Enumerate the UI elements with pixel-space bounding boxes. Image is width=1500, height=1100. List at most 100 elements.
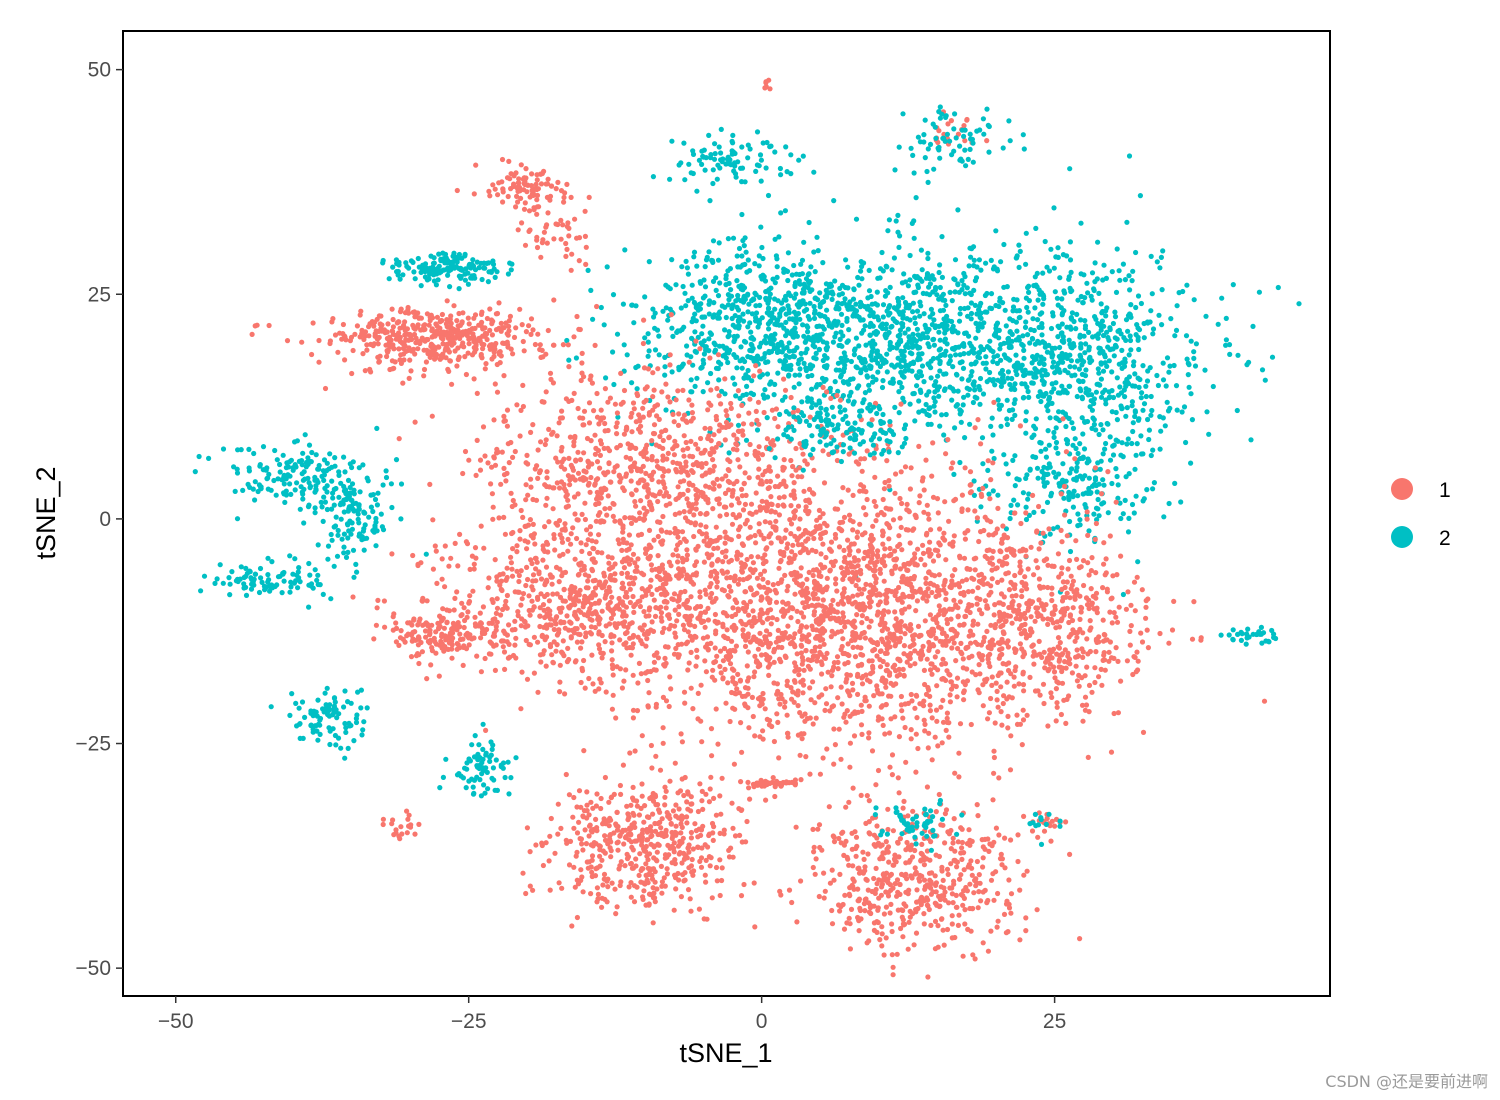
data-point-series-1 [1138,630,1144,636]
data-point-series-2 [1005,336,1011,342]
data-point-series-1 [758,505,764,511]
data-point-series-1 [927,539,933,545]
data-point-series-1 [740,632,746,638]
data-point-series-1 [801,731,807,737]
data-point-series-2 [692,311,698,317]
data-point-series-1 [1012,572,1018,579]
data-point-series-1 [908,691,914,698]
data-point-series-2 [704,254,710,260]
data-point-series-2 [977,401,983,407]
data-point-series-1 [528,429,534,435]
data-point-series-2 [1089,270,1096,276]
data-point-series-1 [959,651,965,657]
data-point-series-1 [859,620,865,626]
data-point-series-1 [722,437,728,443]
data-point-series-1 [952,770,958,776]
data-point-series-2 [610,292,617,298]
data-point-series-2 [1129,278,1135,284]
data-point-series-1 [824,389,830,395]
data-point-series-1 [742,643,749,650]
data-point-series-1 [746,725,752,731]
data-point-series-2 [763,333,769,339]
data-point-series-2 [1127,337,1134,344]
data-point-series-1 [854,534,860,541]
data-point-series-2 [823,281,830,287]
data-point-series-1 [517,528,523,534]
data-point-series-2 [810,446,816,452]
data-point-series-1 [940,697,946,704]
data-point-series-2 [1162,423,1168,429]
data-point-series-1 [738,552,744,558]
data-point-series-2 [656,333,662,339]
data-point-series-2 [1160,360,1166,366]
data-point-series-1 [833,535,839,541]
data-point-series-1 [902,464,909,470]
data-point-series-1 [854,612,860,618]
data-point-series-1 [934,620,940,626]
data-point-series-2 [1173,383,1180,389]
data-point-series-1 [1046,526,1052,532]
data-point-series-1 [816,694,822,700]
data-point-series-2 [1188,460,1194,466]
data-point-series-1 [817,620,824,626]
data-point-series-2 [1075,493,1081,499]
data-point-series-2 [872,357,879,363]
data-point-series-2 [1024,304,1030,311]
data-point-series-1 [829,704,835,710]
data-point-series-2 [801,290,807,296]
data-point-series-1 [763,797,769,803]
data-point-series-2 [700,389,706,395]
data-point-series-1 [816,569,822,575]
data-point-series-1 [1085,754,1091,761]
data-point-series-1 [957,553,963,559]
data-point-series-1 [716,483,722,489]
data-point-series-1 [930,616,936,622]
data-point-series-2 [914,308,921,314]
data-point-series-2 [983,354,989,360]
data-point-series-1 [927,612,934,618]
data-point-series-1 [975,417,981,423]
data-point-series-2 [1159,322,1165,328]
data-point-series-1 [850,785,856,791]
data-point-series-1 [754,417,760,423]
data-point-series-1 [771,649,777,655]
data-point-series-2 [895,212,901,218]
data-point-series-2 [844,315,850,322]
data-point-series-1 [889,568,895,574]
data-point-series-1 [723,504,729,510]
data-point-series-1 [859,681,866,687]
data-point-series-2 [793,291,799,297]
data-point-series-2 [1034,465,1041,471]
data-point-series-1 [427,481,433,487]
data-point-series-1 [1073,538,1079,544]
data-point-series-2 [737,395,743,401]
data-point-series-2 [1066,274,1072,280]
data-point-series-2 [823,345,829,352]
data-point-series-1 [922,562,928,568]
data-point-series-2 [816,346,822,352]
data-point-series-1 [626,561,633,567]
data-point-series-2 [706,348,712,354]
data-point-series-2 [977,375,984,382]
data-point-series-1 [885,609,892,615]
data-point-series-1 [520,514,526,521]
data-point-series-1 [994,526,1000,532]
data-point-series-2 [777,411,783,417]
data-point-series-2 [937,368,943,374]
data-point-series-2 [843,257,849,263]
data-point-series-2 [981,320,987,326]
data-point-series-2 [973,320,979,326]
data-point-series-1 [574,535,580,542]
data-point-series-1 [543,663,549,669]
data-point-series-2 [856,282,862,288]
data-point-series-2 [1005,369,1012,375]
data-point-series-2 [809,372,815,379]
data-point-series-2 [867,308,873,314]
data-point-series-1 [819,671,825,677]
data-point-series-2 [930,311,936,317]
data-point-series-1 [866,730,872,736]
data-point-series-2 [1262,377,1268,383]
data-point-series-2 [766,349,773,356]
data-point-series-1 [836,544,843,550]
data-point-series-2 [928,306,935,312]
